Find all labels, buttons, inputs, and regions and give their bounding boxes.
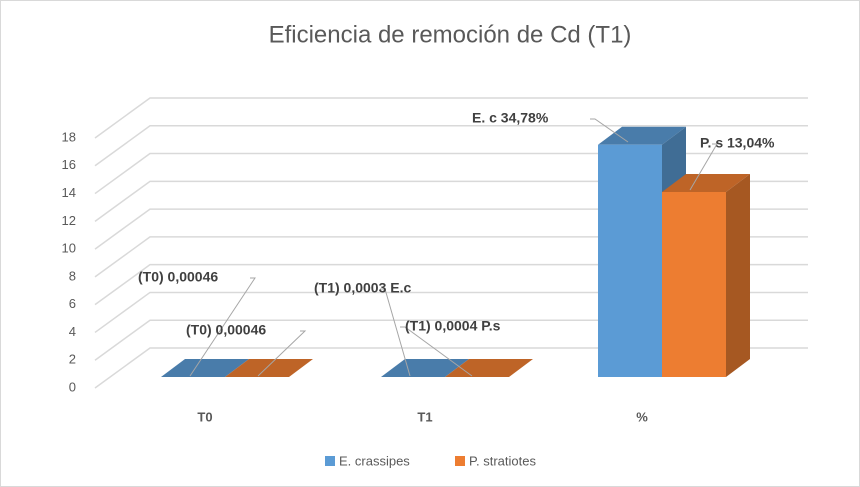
leader-line [400, 326, 473, 377]
grid-line [94, 263, 808, 306]
grid-line [94, 97, 808, 139]
x-tick-label: % [636, 409, 648, 424]
grid-line [94, 125, 808, 167]
y-tick-label: 10 [62, 241, 76, 256]
grid-line [94, 319, 808, 361]
bar-face [161, 358, 249, 377]
legend-swatch [455, 456, 465, 466]
annotation: E. c 34,78% [472, 110, 549, 126]
bar-face [509, 358, 533, 377]
legend-swatch [325, 456, 335, 466]
grid-line [94, 347, 808, 389]
y-tick-label: 12 [62, 213, 76, 228]
legend-label: E. crassipes [339, 453, 410, 468]
annotation: (T0) 0,00046 [186, 322, 266, 338]
bar-face [289, 358, 313, 377]
annotation: (T1) 0,0004 P.s [405, 318, 501, 334]
legend-label: P. stratiotes [469, 453, 536, 468]
annotation: P. s 13,04% [700, 135, 775, 151]
x-tick-label: T0 [197, 409, 212, 424]
x-tick-label: T1 [417, 409, 432, 424]
y-tick-label: 16 [62, 157, 76, 172]
leader-line [380, 288, 411, 377]
chart-title: Eficiencia de remoción de Cd (T1) [269, 21, 632, 48]
bar-face [225, 358, 313, 377]
grid-line [94, 291, 808, 334]
y-tick-label: 2 [69, 352, 76, 367]
bar [225, 358, 313, 377]
grid-line [94, 152, 808, 195]
y-tick-label: 0 [69, 379, 76, 394]
y-tick-label: 8 [69, 268, 76, 283]
grid-line [94, 208, 808, 250]
bar [662, 174, 750, 377]
bar-face [662, 192, 726, 377]
annotation: (T1) 0,0003 E.c [314, 280, 411, 296]
grid-line [94, 180, 808, 222]
y-tick-label: 6 [69, 296, 76, 311]
bar-face [598, 144, 662, 377]
bar-face [662, 174, 750, 193]
leader-line [689, 143, 718, 191]
y-tick-label: 14 [62, 185, 76, 200]
leader-line [590, 118, 629, 143]
bar-face [381, 358, 469, 377]
bar-face [598, 126, 686, 145]
leader-line [257, 330, 307, 377]
grid-line [94, 236, 808, 278]
bar-face [726, 174, 750, 377]
y-tick-label: 18 [62, 129, 76, 144]
leader-line [189, 277, 256, 377]
annotation: (T0) 0,00046 [138, 269, 218, 285]
y-tick-label: 4 [69, 324, 76, 339]
